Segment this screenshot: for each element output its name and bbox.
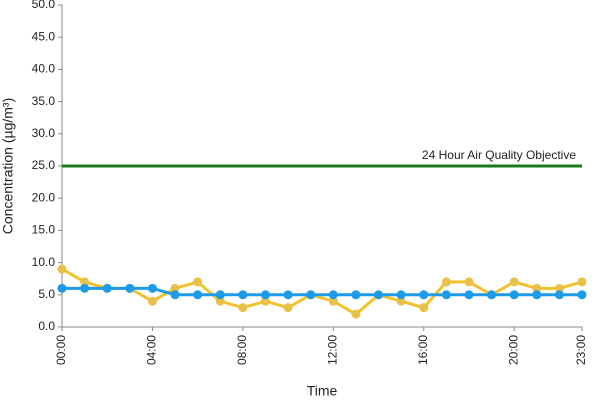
data-point	[532, 283, 542, 293]
data-point	[487, 290, 497, 300]
data-point	[57, 264, 67, 274]
data-point	[215, 290, 225, 300]
data-point	[328, 290, 338, 300]
data-point	[419, 303, 429, 313]
y-tick-label: 5.0	[38, 287, 55, 301]
data-point	[283, 290, 293, 300]
y-tick-label: 30.0	[32, 126, 56, 140]
y-tick-label: 10.0	[32, 255, 56, 269]
series-line	[61, 267, 583, 316]
y-tick-label: 50.0	[32, 0, 56, 11]
data-point	[260, 290, 270, 300]
data-point	[532, 290, 542, 300]
y-tick-label: 45.0	[32, 29, 56, 43]
y-tick-label: 20.0	[32, 190, 56, 204]
data-point	[328, 296, 338, 306]
y-tick-label: 35.0	[32, 94, 56, 108]
data-point	[374, 290, 384, 300]
data-point	[57, 283, 67, 293]
y-tick-label: 25.0	[32, 158, 56, 172]
data-point	[441, 290, 451, 300]
data-point	[80, 283, 90, 293]
x-tick-label: 20:00	[506, 335, 520, 365]
data-point	[577, 277, 587, 287]
data-point	[102, 283, 112, 293]
data-point	[147, 283, 157, 293]
data-point	[554, 290, 564, 300]
data-point	[351, 290, 361, 300]
x-tick-label: 00:00	[54, 335, 68, 365]
data-point	[193, 290, 203, 300]
data-point	[170, 283, 180, 293]
data-point	[193, 277, 203, 287]
data-point	[509, 277, 519, 287]
data-point	[147, 296, 157, 306]
x-tick-label: 04:00	[145, 335, 159, 365]
data-point	[351, 309, 361, 319]
data-point	[554, 283, 564, 293]
data-point	[509, 290, 519, 300]
x-tick-label: 08:00	[235, 335, 249, 365]
x-tick-label: 23:00	[574, 335, 588, 365]
data-point	[260, 296, 270, 306]
data-point	[577, 290, 587, 300]
data-point	[238, 303, 248, 313]
data-point	[419, 290, 429, 300]
data-point	[396, 290, 406, 300]
data-point	[464, 290, 474, 300]
y-tick-label: 15.0	[32, 223, 56, 237]
data-point	[464, 277, 474, 287]
data-point	[283, 303, 293, 313]
data-point	[80, 277, 90, 287]
data-point	[215, 296, 225, 306]
y-tick-label: 0.0	[38, 319, 55, 333]
data-point	[306, 290, 316, 300]
data-point	[170, 290, 180, 300]
x-tick-label: 16:00	[416, 335, 430, 365]
y-axis-title: Concentration (µg/m³)	[0, 98, 16, 234]
data-point	[441, 277, 451, 287]
y-tick-label: 40.0	[32, 62, 56, 76]
reference-label: 24 Hour Air Quality Objective	[422, 148, 576, 162]
data-point	[238, 290, 248, 300]
x-axis-title: Time	[307, 383, 338, 399]
x-tick-label: 12:00	[325, 335, 339, 365]
data-point	[396, 296, 406, 306]
data-point	[125, 283, 135, 293]
